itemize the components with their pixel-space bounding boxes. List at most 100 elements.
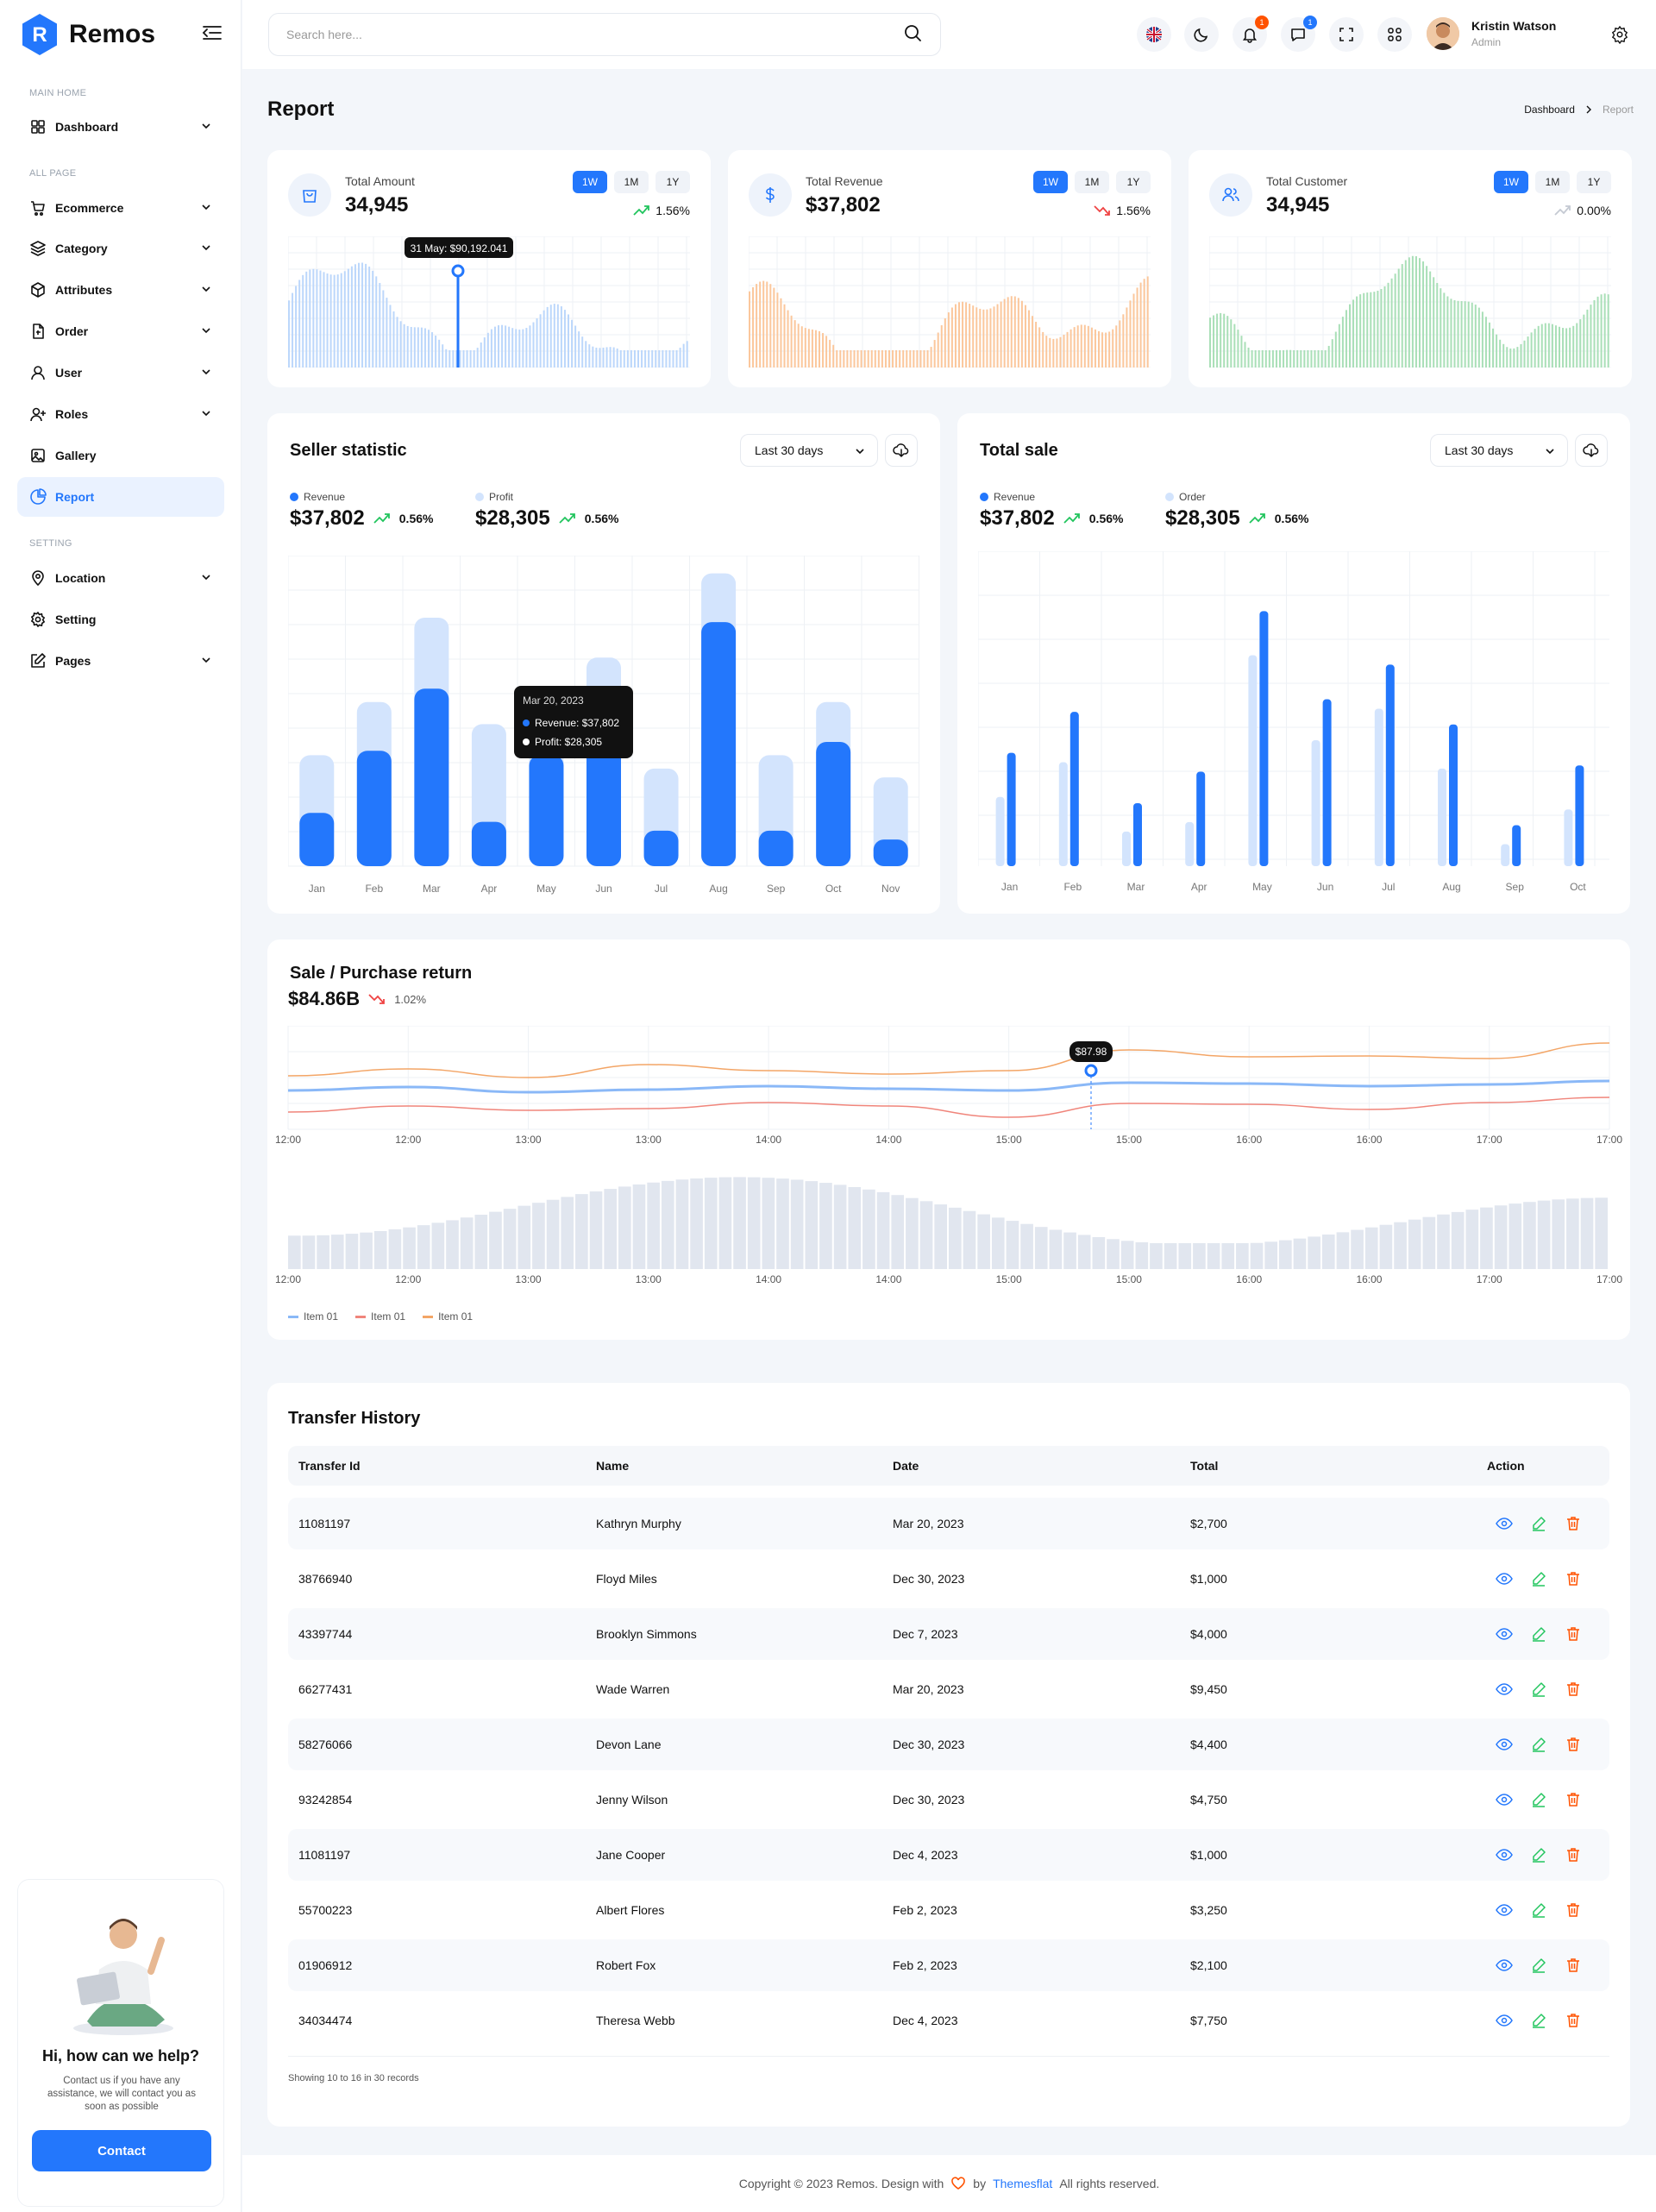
bar-revenue-oct[interactable] <box>816 742 851 866</box>
sidebar-item-attributes[interactable]: Attributes <box>17 270 224 310</box>
bar-revenue-apr[interactable] <box>1196 771 1206 867</box>
table-row[interactable]: 58276066 Devon Lane Dec 30, 2023 $4,400 <box>288 1719 1609 1770</box>
table-row[interactable]: 01906912 Robert Fox Feb 2, 2023 $2,100 <box>288 1939 1609 1991</box>
dark-mode-button[interactable] <box>1184 17 1219 52</box>
table-row[interactable]: 38766940 Floyd Miles Dec 30, 2023 $1,000 <box>288 1553 1609 1605</box>
table-row[interactable]: 11081197 Jane Cooper Dec 4, 2023 $1,000 <box>288 1829 1609 1881</box>
bar-revenue-aug[interactable] <box>701 622 737 866</box>
series-line-3[interactable] <box>287 1042 1610 1078</box>
salereturn-line-chart[interactable]: $87.98 12:00 12:00 13:00 13:00 14:00 14:00 15:0… <box>267 1026 1630 1147</box>
pencil-icon[interactable] <box>1530 1736 1547 1753</box>
range-1m-button[interactable]: 1M <box>1075 171 1109 193</box>
bar-order-mar[interactable] <box>1122 831 1131 866</box>
range-1m-button[interactable]: 1M <box>1535 171 1570 193</box>
bar-order-jul[interactable] <box>1374 708 1383 867</box>
bar-revenue-sep[interactable] <box>1512 825 1521 866</box>
bar-order-oct[interactable] <box>1564 809 1573 866</box>
bar-revenue-feb[interactable] <box>356 751 392 866</box>
range-1w-button[interactable]: 1W <box>1494 171 1528 193</box>
bar-order-may[interactable] <box>1248 655 1258 866</box>
bar-revenue-jan[interactable] <box>1007 752 1016 866</box>
trash-icon[interactable] <box>1565 1570 1582 1587</box>
bar-order-jan[interactable] <box>995 796 1005 866</box>
range-1y-button[interactable]: 1Y <box>1116 171 1151 193</box>
salereturn-volume-chart[interactable]: 12:00 12:00 13:00 13:00 14:00 14:00 15:00 15:00… <box>267 1155 1630 1285</box>
legend-item-1[interactable]: Item 01 <box>288 1310 338 1323</box>
pencil-icon[interactable] <box>1530 1791 1547 1808</box>
fullscreen-button[interactable] <box>1329 17 1364 52</box>
user-menu[interactable]: Kristin Watson Admin <box>1427 17 1556 50</box>
sidebar-item-ecommerce[interactable]: Ecommerce <box>17 188 224 228</box>
sidebar-item-dashboard[interactable]: Dashboard <box>17 107 224 147</box>
totalsale-bar-chart[interactable]: Jan Feb Mar Apr May Jun Jul Aug Sep Oct <box>978 551 1609 901</box>
bar-revenue-nov[interactable] <box>873 839 908 866</box>
logo[interactable]: R Remos <box>19 12 155 57</box>
trash-icon[interactable] <box>1565 2012 1582 2029</box>
sidebar-item-report[interactable]: Report <box>17 477 224 517</box>
footer-brand-link[interactable]: Themesflat <box>993 2177 1053 2190</box>
bar-revenue-jul[interactable] <box>1385 664 1395 866</box>
bar-order-jun[interactable] <box>1311 740 1320 866</box>
table-row[interactable]: 43397744 Brooklyn Simmons Dec 7, 2023 $4,00… <box>288 1608 1609 1660</box>
eye-icon[interactable] <box>1496 1791 1513 1808</box>
bar-revenue-may[interactable] <box>529 755 564 866</box>
series-line-1[interactable] <box>287 1079 1610 1094</box>
bar-revenue-aug[interactable] <box>1449 724 1458 866</box>
bar-revenue-jan[interactable] <box>299 813 335 866</box>
trash-icon[interactable] <box>1565 1791 1582 1808</box>
notifications-button[interactable]: 1 <box>1233 16 1269 52</box>
contact-button[interactable]: Contact <box>32 2130 211 2171</box>
bar-revenue-sep[interactable] <box>758 830 794 866</box>
eye-icon[interactable] <box>1496 1957 1513 1974</box>
table-row[interactable]: 93242854 Jenny Wilson Dec 30, 2023 $4,750 <box>288 1774 1609 1826</box>
trash-icon[interactable] <box>1565 1846 1582 1863</box>
bar-revenue-jun[interactable] <box>1322 699 1332 866</box>
stat-sparkline-chart[interactable]: 31 May: $90,192.041 <box>288 236 690 368</box>
settings-gear-icon[interactable] <box>1610 25 1629 44</box>
table-row[interactable]: 34034474 Theresa Webb Dec 4, 2023 $7,750 <box>288 1995 1609 2046</box>
bar-revenue-apr[interactable] <box>471 821 506 866</box>
stat-sparkline-chart[interactable] <box>1209 236 1611 368</box>
bar-revenue-oct[interactable] <box>1575 765 1584 866</box>
search-icon[interactable] <box>903 23 922 42</box>
sidebar-item-roles[interactable]: Roles <box>17 394 224 434</box>
trash-icon[interactable] <box>1565 1625 1582 1643</box>
sidebar-item-order[interactable]: Order <box>17 311 224 351</box>
series-line-2[interactable] <box>287 1097 1610 1118</box>
pencil-icon[interactable] <box>1530 1625 1547 1643</box>
pencil-icon[interactable] <box>1530 1515 1547 1532</box>
language-button[interactable] <box>1137 17 1171 52</box>
sidebar-item-gallery[interactable]: Gallery <box>17 436 224 475</box>
range-1m-button[interactable]: 1M <box>614 171 649 193</box>
sidebar-item-category[interactable]: Category <box>17 229 224 268</box>
eye-icon[interactable] <box>1496 1736 1513 1753</box>
sidebar-item-setting[interactable]: Setting <box>17 600 224 639</box>
bar-order-apr[interactable] <box>1185 821 1195 866</box>
pencil-icon[interactable] <box>1530 1846 1547 1863</box>
eye-icon[interactable] <box>1496 1846 1513 1863</box>
bar-revenue-jul[interactable] <box>643 830 679 866</box>
pencil-icon[interactable] <box>1530 2012 1547 2029</box>
bar-revenue-feb[interactable] <box>1070 712 1079 866</box>
breadcrumb-dashboard[interactable]: Dashboard <box>1524 104 1575 116</box>
range-1w-button[interactable]: 1W <box>1033 171 1068 193</box>
range-1y-button[interactable]: 1Y <box>656 171 690 193</box>
eye-icon[interactable] <box>1496 1681 1513 1698</box>
bar-revenue-mar[interactable] <box>1133 803 1142 866</box>
eye-icon[interactable] <box>1496 1570 1513 1587</box>
legend-item-3[interactable]: Item 01 <box>423 1310 473 1323</box>
trash-icon[interactable] <box>1565 1901 1582 1919</box>
stat-sparkline-chart[interactable] <box>749 236 1151 368</box>
bar-order-aug[interactable] <box>1438 768 1446 866</box>
range-1y-button[interactable]: 1Y <box>1577 171 1611 193</box>
sidebar-item-location[interactable]: Location <box>17 558 224 598</box>
apps-button[interactable] <box>1377 17 1412 52</box>
legend-item-2[interactable]: Item 01 <box>355 1310 405 1323</box>
eye-icon[interactable] <box>1496 1901 1513 1919</box>
pencil-icon[interactable] <box>1530 1901 1547 1919</box>
trash-icon[interactable] <box>1565 1681 1582 1698</box>
pencil-icon[interactable] <box>1530 1681 1547 1698</box>
seller-range-dropdown[interactable]: Last 30 days <box>740 434 878 467</box>
bar-revenue-may[interactable] <box>1259 611 1269 866</box>
pencil-icon[interactable] <box>1530 1957 1547 1974</box>
